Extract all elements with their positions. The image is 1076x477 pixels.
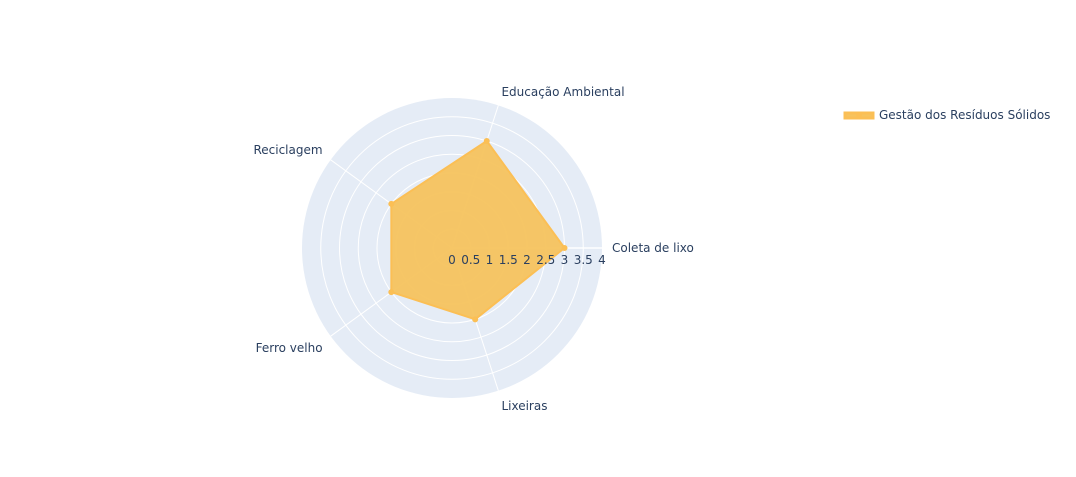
radial-tick-label: 3.5 [574,253,593,267]
category-label: Reciclagem [253,143,322,157]
data-point-marker[interactable] [561,245,568,251]
radial-tick-label: 0.5 [461,253,480,267]
legend-entry-label[interactable]: Gestão dos Resíduos Sólidos [879,108,1050,122]
category-label: Ferro velho [256,341,323,355]
legend-marker [856,112,862,118]
data-series[interactable] [388,138,568,323]
radial-tick-label: 1.5 [499,253,518,267]
radial-tick-label: 1 [486,253,494,267]
data-point-marker[interactable] [483,138,490,145]
category-label: Educação Ambiental [501,85,624,99]
category-label: Coleta de lixo [612,241,694,255]
data-point-marker[interactable] [472,316,479,323]
series-area[interactable] [390,140,566,321]
radial-tick-label: 0 [448,253,456,267]
radial-tick-labels: 0 0.5 1 1.5 2 2.5 3 3.5 4 [448,253,606,267]
category-labels: Coleta de lixo Educação Ambiental Reciclag… [253,85,693,413]
radial-tick-label: 2 [523,253,531,267]
radial-tick-label: 4 [598,253,606,267]
data-point-marker[interactable] [388,289,395,296]
category-label: Lixeiras [501,399,547,413]
radial-tick-label: 2.5 [536,253,555,267]
radial-tick-label: 3 [561,253,569,267]
legend[interactable]: Gestão dos Resíduos Sólidos [843,108,1050,122]
data-point-marker[interactable] [388,200,395,207]
